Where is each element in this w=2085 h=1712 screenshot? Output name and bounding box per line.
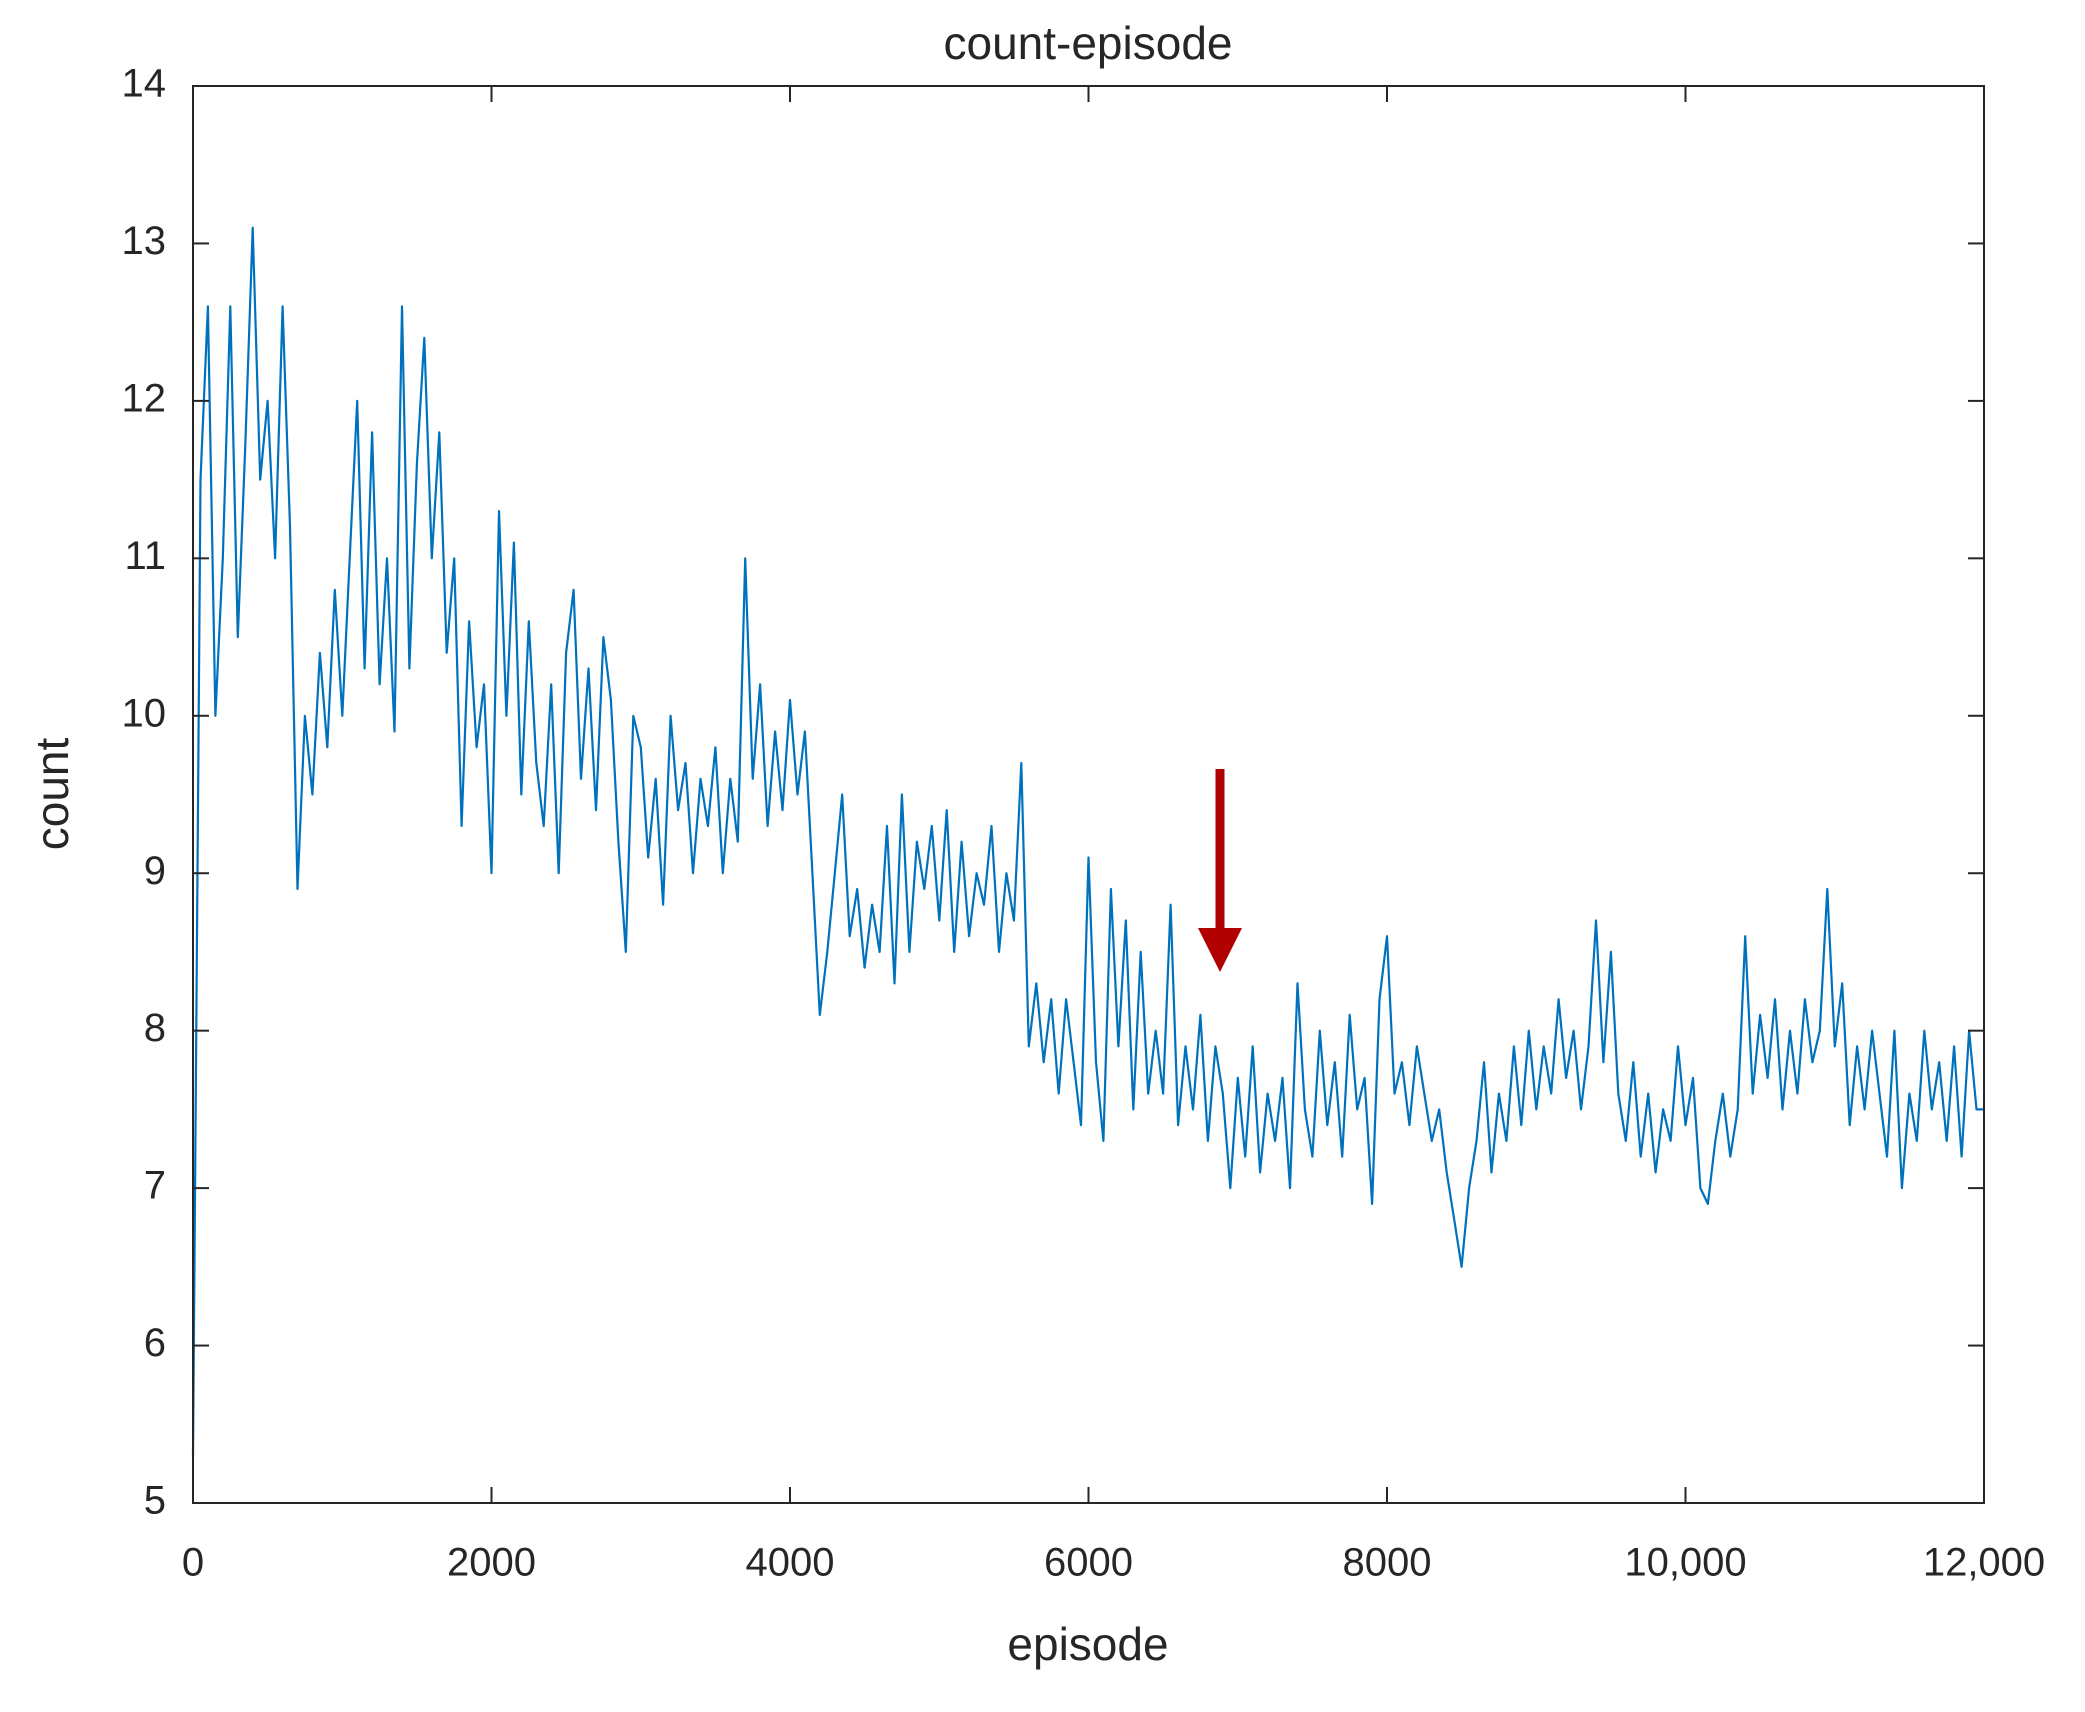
y-tick-label: 9 bbox=[144, 849, 166, 893]
x-tick-label: 0 bbox=[182, 1541, 204, 1585]
y-tick-label: 11 bbox=[124, 534, 166, 578]
y-tick-label: 13 bbox=[122, 219, 167, 263]
y-axis-label: count bbox=[26, 738, 78, 851]
y-tick-label: 6 bbox=[144, 1321, 166, 1365]
y-tick-label: 12 bbox=[122, 376, 167, 420]
x-tick-label: 6000 bbox=[1044, 1541, 1133, 1585]
x-axis-label: episode bbox=[1007, 1618, 1168, 1670]
x-tick-label: 4000 bbox=[746, 1541, 835, 1585]
plot-area bbox=[191, 226, 1984, 1456]
y-tick-label: 5 bbox=[144, 1479, 166, 1523]
x-tick-label: 8000 bbox=[1343, 1541, 1432, 1585]
chart-title: count-episode bbox=[944, 17, 1233, 69]
data-line bbox=[191, 226, 1984, 1456]
y-tick-label: 10 bbox=[122, 691, 167, 735]
arrow-head bbox=[1198, 928, 1242, 972]
y-tick-label: 8 bbox=[144, 1006, 166, 1050]
y-tick-label: 7 bbox=[144, 1164, 166, 1208]
annotation-arrow bbox=[1198, 769, 1242, 972]
x-tick-label: 10,000 bbox=[1624, 1541, 1746, 1585]
y-tick-label: 14 bbox=[122, 62, 167, 106]
x-tick-label: 12,000 bbox=[1923, 1541, 2045, 1585]
x-tick-label: 2000 bbox=[447, 1541, 536, 1585]
